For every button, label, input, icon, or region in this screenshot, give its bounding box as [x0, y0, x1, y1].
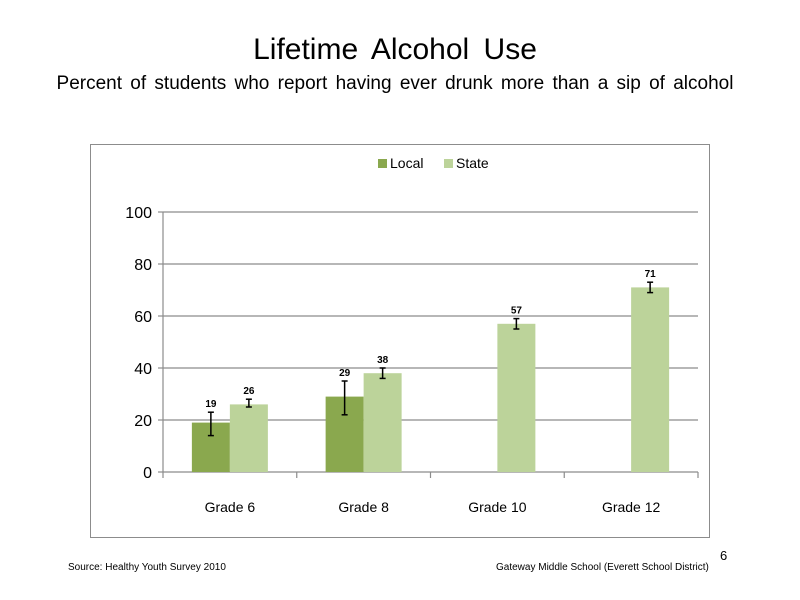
data-label: 71: [645, 269, 657, 280]
data-label: 38: [377, 355, 389, 366]
data-label: 57: [511, 306, 523, 317]
data-label: 26: [243, 386, 255, 397]
y-tick-label: 80: [134, 257, 152, 274]
data-label: 19: [205, 399, 217, 410]
bar-state: [631, 287, 670, 472]
data-label: 29: [339, 368, 351, 379]
legend-swatch-local: [378, 159, 387, 168]
y-tick-label: 100: [125, 205, 152, 222]
footer-source: Source: Healthy Youth Survey 2010: [68, 562, 226, 573]
x-category-label: Grade 6: [205, 499, 256, 515]
legend-label-local: Local: [390, 155, 423, 171]
x-category-label: Grade 8: [338, 499, 389, 515]
y-tick-label: 40: [134, 361, 152, 378]
legend-label-state: State: [456, 155, 489, 171]
bar-state: [363, 373, 402, 472]
bar-state: [229, 404, 268, 472]
x-category-label: Grade 10: [468, 499, 527, 515]
bar-chart: 0 20 40 60 80 100 Grade 6 Grade 8 Grade 10 Grade …: [125, 155, 699, 515]
bar-state: [497, 323, 536, 472]
footer-school: Gateway Middle School (Everett School Di…: [496, 562, 709, 573]
x-category-label: Grade 12: [602, 499, 661, 515]
y-tick-label: 0: [143, 465, 152, 482]
chart-frame: 0 20 40 60 80 100 Grade 6 Grade 8 Grade 10 Grade …: [90, 144, 710, 538]
slide-subtitle: Percent of students who report having ev…: [56, 73, 734, 94]
legend-swatch-state: [444, 159, 453, 168]
slide-number: 6: [720, 548, 728, 563]
y-tick-label: 20: [134, 413, 152, 430]
y-tick-label: 60: [134, 309, 152, 326]
slide-title: Lifetime Alcohol Use: [253, 33, 537, 66]
